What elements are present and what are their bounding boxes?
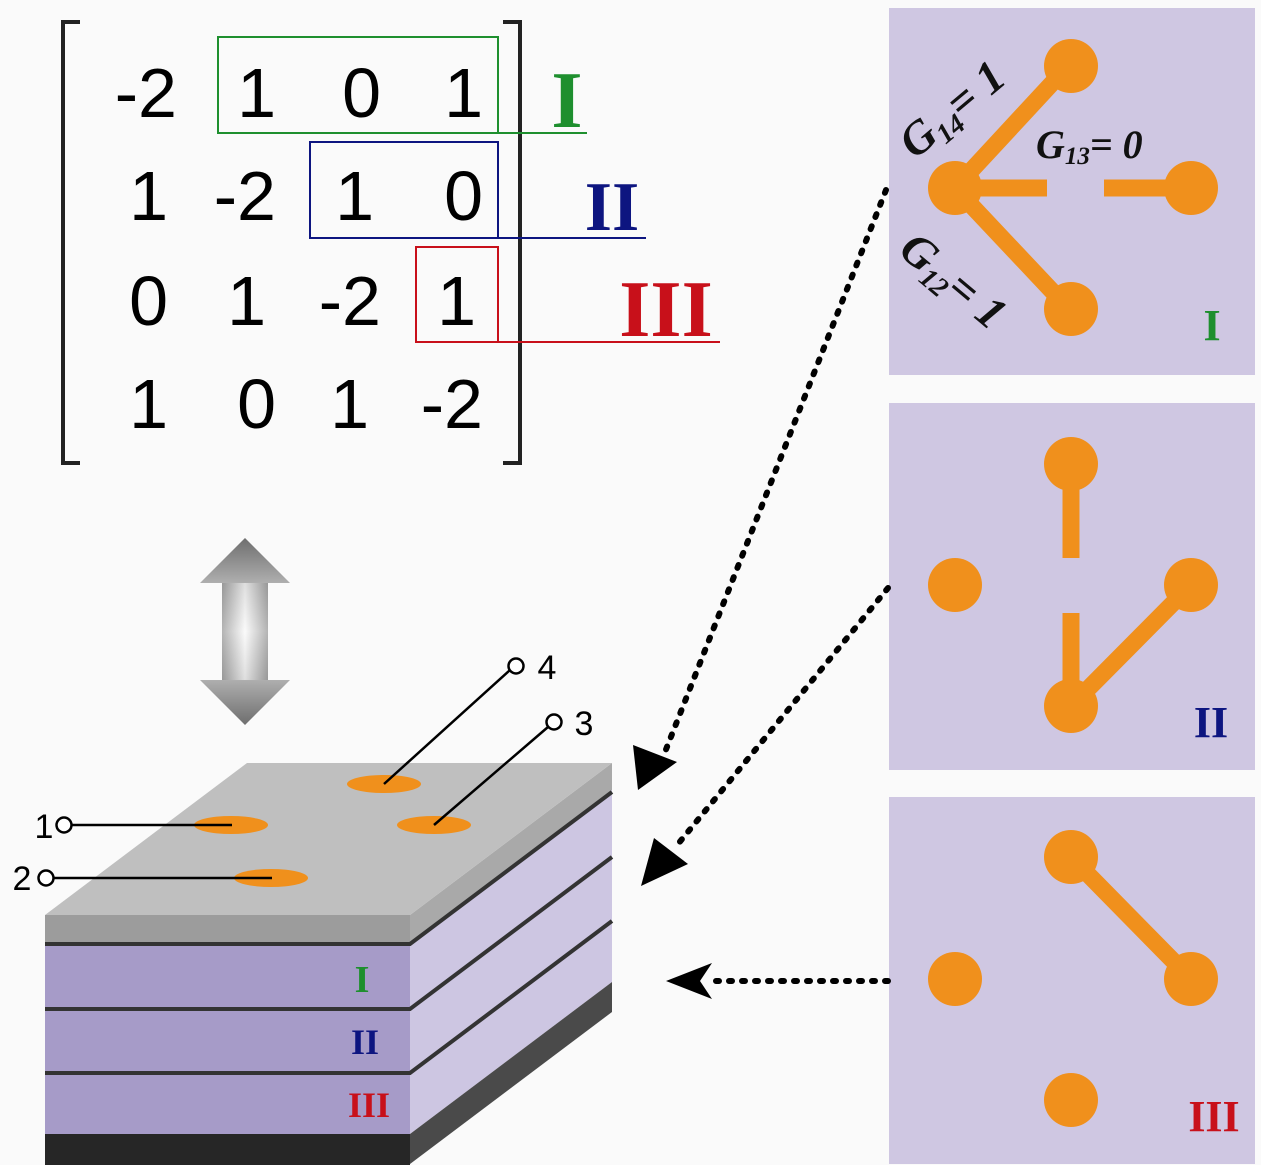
panel-III-node-2 [1044,1073,1098,1127]
label-G13-base: G [1036,122,1065,167]
panel-III-node-1 [928,952,982,1006]
device-layer-II [45,1009,410,1072]
matrix-cell-r1c3: 0 [342,54,381,132]
matrix-cell-r2c1: 1 [129,157,168,235]
matrix-cell-r4c1: 1 [129,365,168,443]
device-layer-I [45,942,410,1009]
device-front-grey-top [45,915,410,942]
matrix-cell-r2c4: 0 [444,157,483,235]
panel-II-node-1 [928,558,982,612]
terminal-2 [37,869,55,887]
matrix-left-bracket [61,20,80,465]
dotted-arrow-II-head [641,838,688,886]
dotted-arrow-I-line [662,187,889,755]
panel-III: III [889,797,1255,1164]
matrix-right-bracket [503,20,522,465]
label-G13-sub: 13 [1065,143,1090,170]
group-label-I: I [551,57,582,145]
group-label-II: II [585,169,639,246]
panel-II-node-3 [1164,558,1218,612]
dotted-arrow-III-head [666,963,712,999]
matrix-cell-r4c2: 0 [237,365,276,443]
device-stack: I II III 1 2 3 4 [13,649,614,1165]
device-side-base [410,982,612,1164]
panel-I-node-3 [1164,161,1218,215]
lead-3 [433,726,549,826]
device-layer-label-II: II [351,1022,379,1062]
matrix-cell-r4c3: 1 [330,365,369,443]
terminal-1 [55,816,73,834]
device-side-grey-top [410,763,612,942]
layer-separators [45,790,614,1075]
dotted-arrow-II-line [675,585,891,847]
label-G13-rest: = 0 [1090,122,1143,167]
device-layer-label-III: III [348,1085,390,1125]
port-label-4: 4 [538,649,557,687]
panel-II-label: II [1194,698,1228,747]
matrix: -2 1 0 1 1 -2 1 0 0 1 -2 1 1 0 1 -2 I II… [61,20,720,465]
group-box-II [309,141,646,239]
panel-II: II [889,403,1255,770]
matrix-cell-r1c2: 1 [237,54,276,132]
matrix-cell-r3c2: 1 [227,262,266,340]
group-label-III: III [619,266,712,354]
label-G13: G13= 0 [1036,122,1143,170]
panel-III-node-3 [1164,952,1218,1006]
edge-1-4 [948,60,1075,194]
edge-1-2 [948,182,1075,314]
group-box-III [415,246,720,343]
panel-I-node-2 [1044,282,1098,336]
panel-I-label: I [1203,301,1220,350]
dotted-arrow-I-head [633,745,677,790]
device-base [45,1134,410,1165]
matrix-cell-r3c3: -2 [319,262,381,340]
dotted-arrows [633,187,891,999]
terminal-3 [545,713,563,731]
matrix-cell-r1c1: -2 [115,54,177,132]
terminal-4 [507,657,525,675]
device-layer-label-I: I [355,959,370,1001]
panel-I: G14= 1 G13= 0 G12= 1 I [889,8,1255,375]
edge-2-3 [1064,579,1198,712]
matrix-cell-r2c3: 1 [335,157,374,235]
panel-III-label: III [1188,1092,1239,1141]
matrix-cell-r2c2: -2 [214,157,276,235]
matrix-cell-r3c4: 1 [437,262,476,340]
group-box-I [217,36,587,134]
matrix-cell-r4c4: -2 [421,365,483,443]
panel-I-node-1 [928,161,982,215]
port-label-1: 1 [35,808,54,846]
panel-II-node-4 [1044,437,1098,491]
matrix-cell-r3c1: 0 [129,262,168,340]
device-layer-III [45,1072,410,1134]
matrix-cell-r1c4: 1 [444,54,483,132]
port-label-3: 3 [575,705,594,743]
lead-4 [383,669,511,785]
panel-II-node-2 [1044,679,1098,733]
device-side-purple [410,789,612,1134]
double-arrow-sheen [222,583,268,680]
panel-I-node-4 [1044,39,1098,93]
panel-III-node-4 [1044,830,1098,884]
port-label-2: 2 [13,860,32,898]
edge-4-3 [1064,851,1198,985]
